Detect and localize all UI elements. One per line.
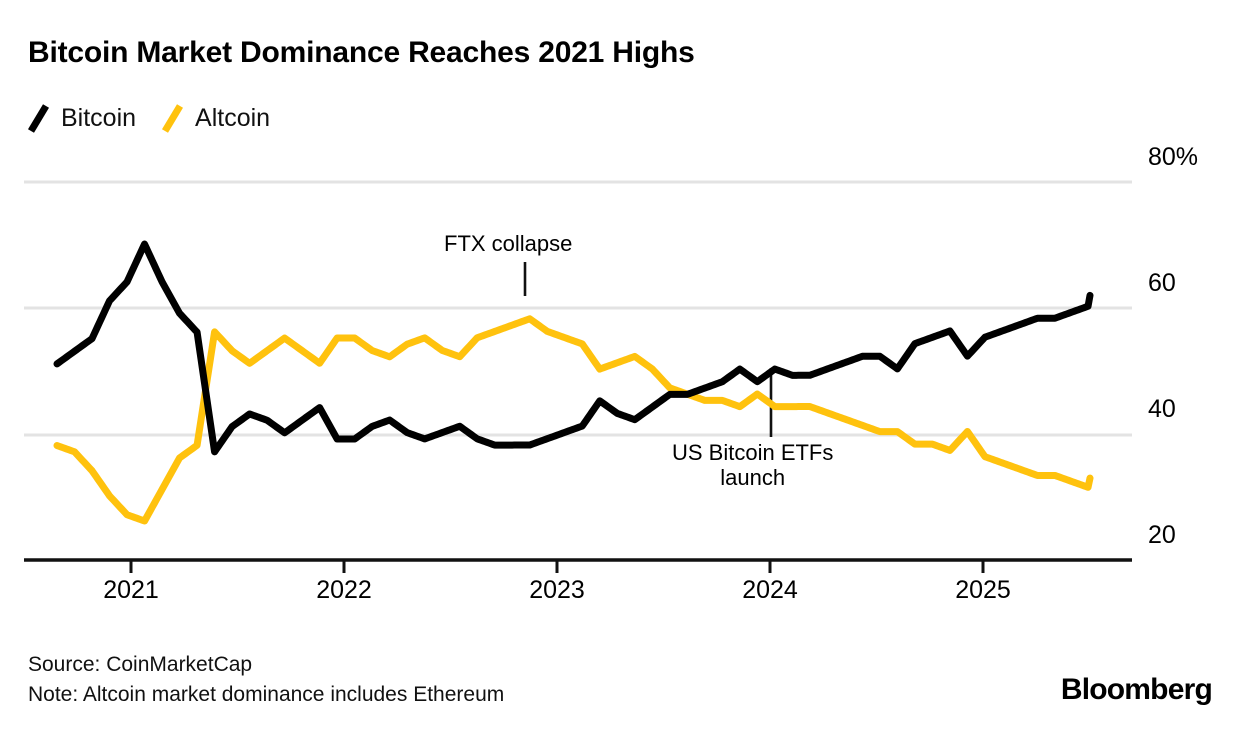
y-axis-tick-40: 40 [1148, 395, 1176, 423]
legend-item-altcoin[interactable]: Altcoin [162, 103, 270, 133]
annotation-ftx-collapse-label: FTX collapse [444, 231, 573, 256]
annotation-etf-launch-line2: launch [720, 464, 786, 490]
y-axis-tick-60: 60 [1148, 269, 1176, 297]
gridlines [24, 180, 1132, 437]
legend-label-bitcoin: Bitcoin [61, 103, 137, 132]
y-axis-tick-20: 20 [1148, 521, 1176, 549]
source-text: Source: CoinMarketCap [28, 653, 253, 676]
x-axis-tick-2022: 2022 [316, 576, 372, 604]
x-axis [24, 558, 1132, 573]
slash-icon [162, 103, 184, 133]
x-axis-tick-2023: 2023 [529, 576, 585, 604]
series-line-bitcoin [53, 240, 1094, 456]
annotation-etf-launch: US Bitcoin ETFs launch [672, 440, 834, 490]
footer-notes: Source: CoinMarketCap Note: Altcoin mark… [28, 650, 504, 710]
chart-legend: Bitcoin Altcoin [28, 103, 270, 133]
page-title: Bitcoin Market Dominance Reaches 2021 Hi… [28, 36, 695, 69]
legend-item-bitcoin[interactable]: Bitcoin [28, 103, 136, 133]
series-line-altcoin [53, 315, 1094, 525]
annotation-ftx-collapse: FTX collapse [444, 231, 573, 257]
slash-icon [28, 103, 50, 133]
x-axis-tick-2025: 2025 [955, 576, 1011, 604]
legend-label-altcoin: Altcoin [195, 103, 271, 132]
x-axis-tick-2024: 2024 [742, 576, 798, 604]
x-axis-tick-2021: 2021 [103, 576, 159, 604]
bloomberg-logo: Bloomberg [1060, 673, 1213, 706]
note-text: Note: Altcoin market dominance includes … [28, 682, 505, 706]
annotation-etf-launch-line1: US Bitcoin ETFs [672, 440, 834, 465]
y-axis-tick-80: 80% [1148, 143, 1199, 171]
